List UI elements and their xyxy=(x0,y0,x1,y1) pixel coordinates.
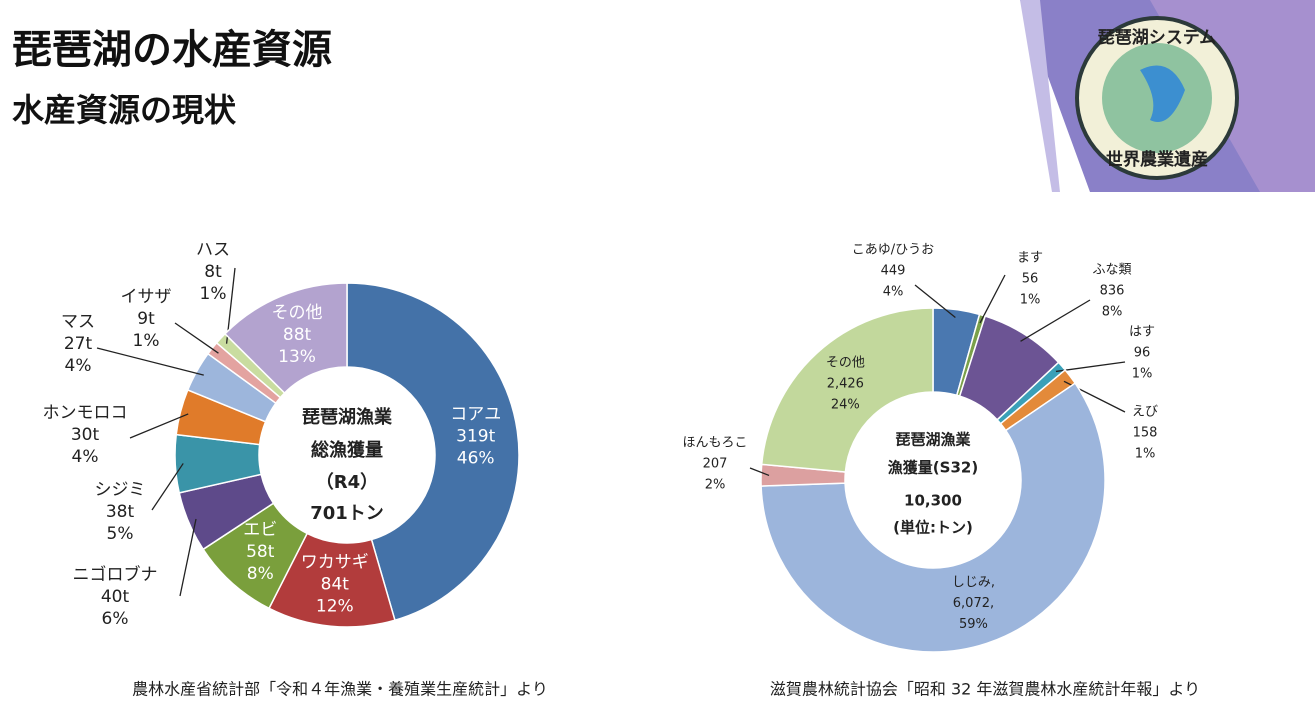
slice-label: 84t xyxy=(321,574,350,594)
center-label: （R4） xyxy=(316,472,378,493)
leader-line xyxy=(914,284,956,319)
donut-slice xyxy=(760,307,934,473)
header-band-edge xyxy=(1020,0,1060,192)
slice-label: 96 xyxy=(1134,346,1151,361)
slice-label: 40t xyxy=(101,587,130,607)
leader-line xyxy=(179,518,197,597)
slice-label: 207 xyxy=(703,457,728,472)
slice-label: 8t xyxy=(204,262,222,282)
slice-label: 2,426 xyxy=(827,376,864,391)
slice-label: エビ xyxy=(243,520,277,540)
slide-title: 琵琶湖の水産資源 xyxy=(12,27,332,73)
donut-slice xyxy=(223,282,348,395)
slice-label: 88t xyxy=(283,325,312,345)
source-note: 滋賀農林統計協会「昭和 32 年滋賀農林水産統計年報」より xyxy=(770,680,1200,699)
slice-label: ワカサギ xyxy=(301,552,369,572)
center-label: 琵琶湖漁業 xyxy=(895,431,971,449)
slice-label: 4% xyxy=(883,285,904,300)
slice-label: ニゴロブナ xyxy=(73,564,158,585)
center-label: 701トン xyxy=(310,503,384,524)
slice-label: 56 xyxy=(1022,272,1039,287)
slice-label: 1% xyxy=(1135,447,1156,462)
center-label: 10,300 xyxy=(904,492,962,510)
slice-label: 9t xyxy=(137,309,155,329)
logo-top: 琵琶湖システム xyxy=(1098,28,1217,48)
slice-label: 1% xyxy=(1132,367,1153,382)
slice-label: シジミ xyxy=(95,480,146,500)
source-note: 農林水産省統計部「令和４年漁業・養殖業生産統計」より xyxy=(132,680,548,699)
slice-label: 58t xyxy=(246,542,275,562)
slice-label: はす xyxy=(1129,325,1155,340)
logo-lake xyxy=(1140,65,1185,122)
leader-line xyxy=(979,274,1006,324)
slice-label: 59% xyxy=(959,617,988,632)
leader-line xyxy=(174,322,219,354)
slice-label: 24% xyxy=(831,397,860,412)
leader-line xyxy=(129,413,189,439)
leader-line xyxy=(749,467,770,477)
slice-label: イサザ xyxy=(121,287,172,307)
slice-label: こあゆ/ひうお xyxy=(852,243,934,258)
leader-line xyxy=(1020,299,1091,342)
slice-label: 1% xyxy=(200,284,227,304)
slice-label: 46% xyxy=(457,449,495,469)
slice-label: 319t xyxy=(456,427,495,447)
slice-label: 30t xyxy=(71,425,100,445)
donut-slice xyxy=(346,282,520,622)
leader-line xyxy=(96,347,204,376)
slice-label: 836 xyxy=(1100,284,1125,299)
leader-line xyxy=(151,463,184,511)
slice-label: ふな類 xyxy=(1092,263,1131,278)
slice-label: 8% xyxy=(1102,305,1123,320)
center-label: 漁獲量(S32) xyxy=(888,459,978,477)
slice-label: ホンモロコ xyxy=(43,403,128,423)
slice-label: 12% xyxy=(316,596,354,616)
slice-label: コアユ xyxy=(450,405,501,425)
slice-label: マス xyxy=(61,312,95,332)
slice-label: 5% xyxy=(107,524,134,544)
logo-bottom: 世界農業遺産 xyxy=(1106,149,1208,170)
center-label: 琵琶湖漁業 xyxy=(302,406,393,428)
slice-label: 158 xyxy=(1133,426,1158,441)
slice-label: 38t xyxy=(106,502,135,522)
slice-label: その他 xyxy=(272,303,323,323)
slice-label: その他 xyxy=(826,355,865,370)
slice-label: 2% xyxy=(705,478,726,493)
slice-label: ほんもろこ xyxy=(682,436,747,451)
slice-label: 4% xyxy=(72,447,99,467)
slice-label: えび xyxy=(1132,405,1158,420)
slice-label: 6% xyxy=(102,609,129,629)
slice-label: 6,072, xyxy=(953,596,994,611)
leader-line xyxy=(1055,361,1126,373)
center-label: 総漁獲量 xyxy=(311,439,383,461)
slice-label: 1% xyxy=(1020,293,1041,308)
slice-label: 27t xyxy=(64,334,93,354)
slide-subtitle: 水産資源の現状 xyxy=(12,91,237,129)
slice-label: ハス xyxy=(196,240,230,260)
slice-label: ます xyxy=(1017,251,1043,266)
donut-slice xyxy=(760,382,1106,653)
slice-label: 1% xyxy=(133,331,160,351)
center-label: (単位:トン) xyxy=(893,519,973,537)
slice-label: 13% xyxy=(278,347,316,367)
slice-label: 8% xyxy=(247,564,274,584)
slice-label: 449 xyxy=(881,264,906,279)
slice-label: しじみ, xyxy=(952,575,995,590)
slice-label: 4% xyxy=(65,356,92,376)
